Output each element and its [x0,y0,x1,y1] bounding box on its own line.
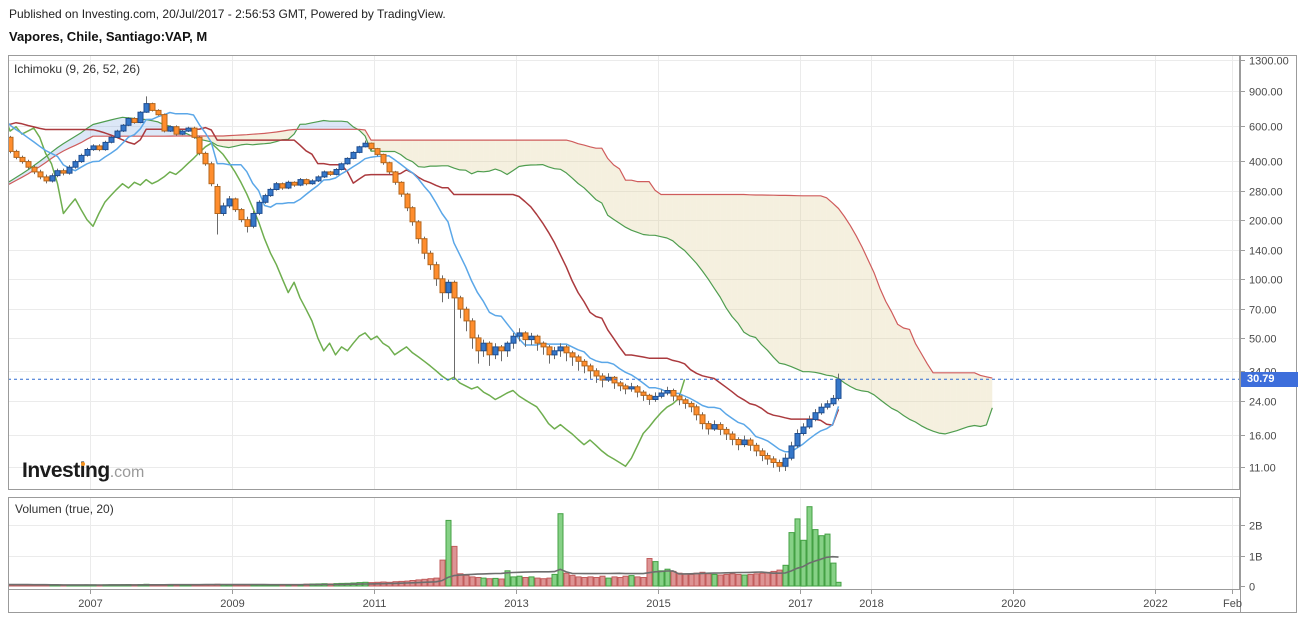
time-tick-label: 2022 [1143,598,1167,610]
senkou-span-b-line [8,128,993,379]
price-tick-label: 200.00 [1249,216,1283,228]
price-tick-label: 50.00 [1249,334,1277,346]
price-tick-label: 16.00 [1249,431,1277,443]
ichimoku-cloud [8,117,993,434]
kijun-sen-line [8,121,840,426]
time-tick-label: 2017 [788,598,812,610]
time-tick-label: Feb [1223,598,1242,610]
price-tick-label: 100.00 [1249,275,1283,287]
price-tick-label: 24.00 [1249,397,1277,409]
price-tick-label: 400.00 [1249,157,1283,169]
time-tick-label: 2013 [504,598,528,610]
investing-logo[interactable]: Investing.com [22,459,144,483]
symbol-title: Vapores, Chile, Santiago:VAP, M [9,29,208,44]
volume-series [8,506,842,587]
volume-ma-line [8,555,839,586]
price-tick-label: 11.00 [1249,463,1276,475]
price-tick-label: 1300.00 [1249,56,1289,68]
time-tick-label: 2015 [646,598,670,610]
price-tick-label: 70.00 [1249,305,1277,317]
tenkan-sen-line [8,111,840,453]
volume-tick-label: 0 [1249,582,1255,594]
volume-tick-label: 1B [1249,552,1262,564]
indicator-legend-volume: Volumen (true, 20) [15,502,114,516]
chikou-span-line [8,122,686,468]
price-tick-label: 600.00 [1249,122,1283,134]
ichimoku-lines [8,111,993,468]
time-tick-label: 2018 [859,598,883,610]
price-tick-label: 140.00 [1249,246,1283,258]
time-tick-label: 2020 [1001,598,1025,610]
published-line: Published on Investing.com, 20/Jul/2017 … [9,7,446,21]
price-tick-label: 280.00 [1249,187,1283,199]
investing-logo-brand: Investing [22,459,110,482]
time-axis[interactable]: 2007 2009 2011 2013 2015 2017 2018 2020 2022 Feb [78,590,1242,610]
investing-logo-suffix: .com [109,464,145,481]
candlestick-series [8,96,842,472]
senkou-span-a-line [8,116,993,435]
volume-tick-label: 2B [1249,521,1262,533]
time-tick-label: 2011 [363,598,387,610]
price-tick-label: 900.00 [1249,87,1283,99]
volume-axis[interactable]: 2B 1B 0 [1240,521,1262,594]
last-price-badge: 30.79 [1241,372,1298,387]
indicator-legend-ichimoku: Ichimoku (9, 26, 52, 26) [14,62,141,76]
time-tick-label: 2009 [220,598,244,610]
time-tick-label: 2007 [78,598,102,610]
price-axis[interactable]: 1300.00 900.00 600.00 400.00 280.00 200.00 140… [1240,56,1289,475]
pane-borders [8,55,1297,613]
